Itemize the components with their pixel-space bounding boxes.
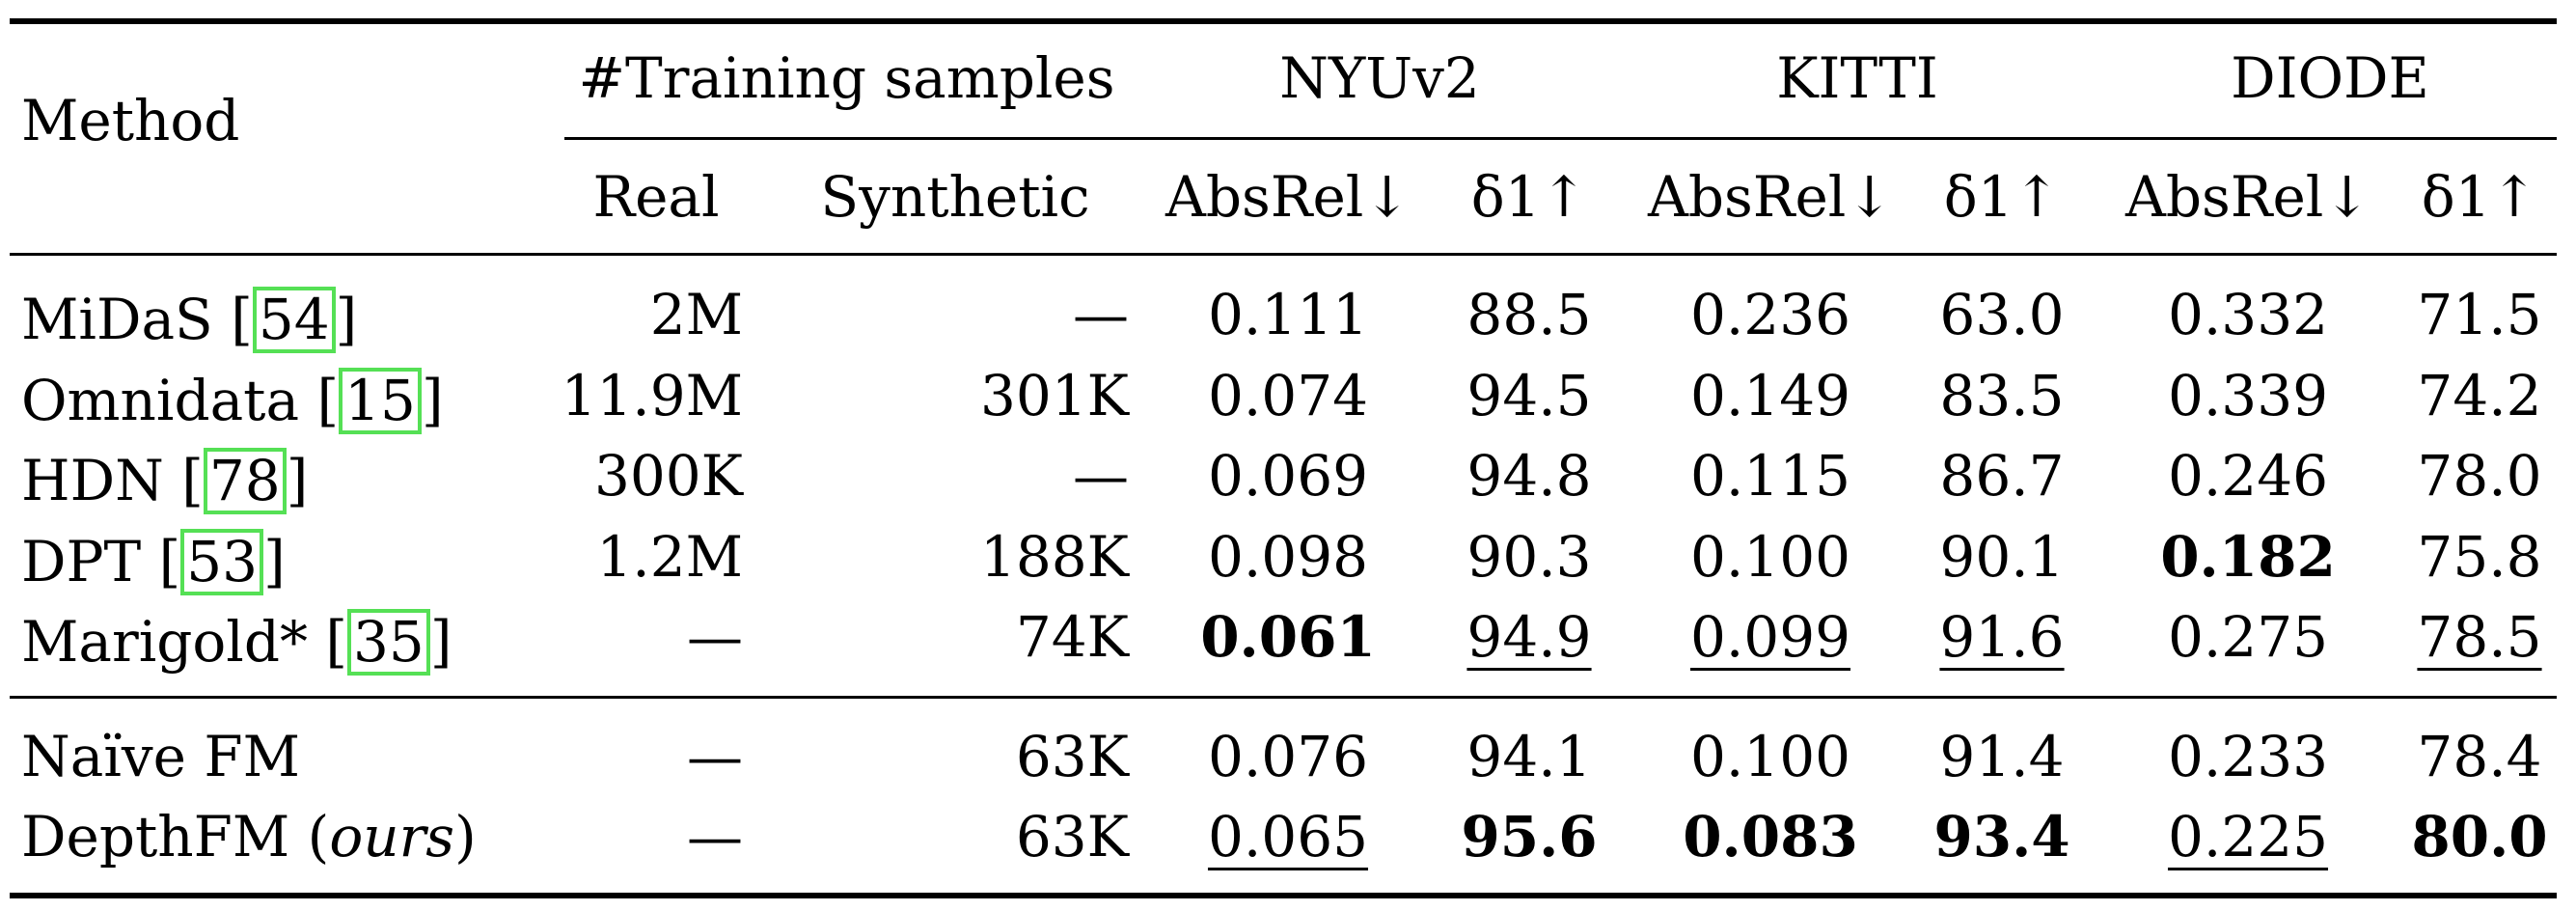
nyu-delta1-cell: 88.5 <box>1466 282 1592 347</box>
diode-delta1-cell: 78.5 <box>2417 604 2542 670</box>
real-cell: — <box>687 724 743 789</box>
nyu-delta1-cell: 94.9 <box>1466 604 1592 670</box>
nyu-delta1-cell: 90.3 <box>1466 524 1592 590</box>
header-nyu-absrel: AbsRel↓ <box>1165 164 1411 230</box>
header-bottom-rule <box>10 253 2557 256</box>
kitti-absrel-cell: 0.083 <box>1683 804 1858 870</box>
real-cell: 2M <box>649 282 743 347</box>
top-rule <box>10 18 2557 24</box>
subheader-rule <box>564 137 2557 140</box>
synthetic-cell: — <box>1073 282 1129 347</box>
real-cell: 1.2M <box>596 524 743 590</box>
nyu-absrel-cell: 0.098 <box>1207 524 1369 590</box>
diode-absrel-cell: 0.246 <box>2167 443 2329 509</box>
kitti-absrel-cell: 0.100 <box>1689 524 1851 590</box>
synthetic-cell: 301K <box>979 363 1129 428</box>
citation-link[interactable]: 15 <box>339 368 422 434</box>
real-cell: 300K <box>593 443 743 509</box>
nyu-delta1-cell: 94.1 <box>1466 724 1592 789</box>
nyu-absrel-cell: 0.111 <box>1207 282 1369 347</box>
header-diode-absrel: AbsRel↓ <box>2125 164 2370 230</box>
nyu-absrel-cell: 0.065 <box>1207 804 1369 870</box>
nyu-absrel-cell: 0.074 <box>1207 363 1369 428</box>
kitti-delta1-cell: 83.5 <box>1939 363 2065 428</box>
diode-delta1-cell: 78.4 <box>2417 724 2542 789</box>
diode-absrel-cell: 0.233 <box>2167 724 2329 789</box>
synthetic-cell: — <box>1073 443 1129 509</box>
synthetic-cell: 188K <box>979 524 1129 590</box>
nyu-delta1-cell: 94.8 <box>1466 443 1592 509</box>
kitti-absrel-cell: 0.236 <box>1689 282 1851 347</box>
kitti-absrel-cell: 0.100 <box>1689 724 1851 789</box>
diode-absrel-cell: 0.339 <box>2167 363 2329 428</box>
kitti-absrel-cell: 0.149 <box>1689 363 1851 428</box>
method-name: Marigold* [35] <box>21 609 452 676</box>
header-synthetic: Synthetic <box>820 164 1090 230</box>
citation-link[interactable]: 53 <box>180 529 264 595</box>
real-cell: — <box>687 604 743 670</box>
diode-absrel-cell: 0.182 <box>2160 524 2336 590</box>
kitti-delta1-cell: 86.7 <box>1939 443 2065 509</box>
nyu-delta1-cell: 94.5 <box>1466 363 1592 428</box>
header-diode: DIODE <box>2231 45 2429 111</box>
method-name: DepthFM (ours) <box>21 804 477 870</box>
synthetic-cell: 74K <box>1015 604 1129 670</box>
diode-delta1-cell: 80.0 <box>2411 804 2548 870</box>
diode-delta1-cell: 75.8 <box>2417 524 2542 590</box>
diode-absrel-cell: 0.275 <box>2167 604 2329 670</box>
citation-link[interactable]: 54 <box>252 287 336 353</box>
header-kitti-delta1: δ1↑ <box>1943 164 2061 230</box>
kitti-absrel-cell: 0.115 <box>1689 443 1851 509</box>
header-real: Real <box>592 164 720 230</box>
diode-delta1-cell: 71.5 <box>2417 282 2542 347</box>
real-cell: — <box>687 804 743 870</box>
method-name: Naïve FM <box>21 724 301 789</box>
method-name: DPT [53] <box>21 529 286 595</box>
header-kitti-absrel: AbsRel↓ <box>1648 164 1893 230</box>
kitti-absrel-cell: 0.099 <box>1689 604 1851 670</box>
diode-delta1-cell: 78.0 <box>2417 443 2542 509</box>
kitti-delta1-cell: 90.1 <box>1939 524 2065 590</box>
nyu-delta1-cell: 95.6 <box>1461 804 1598 870</box>
diode-delta1-cell: 74.2 <box>2417 363 2542 428</box>
method-name: HDN [78] <box>21 448 309 514</box>
nyu-absrel-cell: 0.061 <box>1200 604 1376 670</box>
synthetic-cell: 63K <box>1015 804 1129 870</box>
nyu-absrel-cell: 0.076 <box>1207 724 1369 789</box>
real-cell: 11.9M <box>561 363 743 428</box>
header-kitti: KITTI <box>1776 45 1938 111</box>
header-method: Method <box>21 88 240 153</box>
kitti-delta1-cell: 93.4 <box>1933 804 2070 870</box>
method-name: MiDaS [54] <box>21 287 358 353</box>
synthetic-cell: 63K <box>1015 724 1129 789</box>
header-training-samples: #Training samples <box>578 45 1115 111</box>
diode-absrel-cell: 0.225 <box>2167 804 2329 870</box>
header-nyuv2: NYUv2 <box>1279 45 1480 111</box>
kitti-delta1-cell: 63.0 <box>1939 282 2065 347</box>
ours-label: ours <box>329 804 455 870</box>
group-separator-rule <box>10 696 2557 699</box>
citation-link[interactable]: 78 <box>203 448 287 514</box>
bottom-rule <box>10 893 2557 898</box>
citation-link[interactable]: 35 <box>347 609 430 676</box>
header-nyu-delta1: δ1↑ <box>1470 164 1588 230</box>
method-name: Omnidata [15] <box>21 368 444 434</box>
kitti-delta1-cell: 91.6 <box>1939 604 2065 670</box>
nyu-absrel-cell: 0.069 <box>1207 443 1369 509</box>
header-diode-delta1: δ1↑ <box>2421 164 2538 230</box>
diode-absrel-cell: 0.332 <box>2167 282 2329 347</box>
kitti-delta1-cell: 91.4 <box>1939 724 2065 789</box>
